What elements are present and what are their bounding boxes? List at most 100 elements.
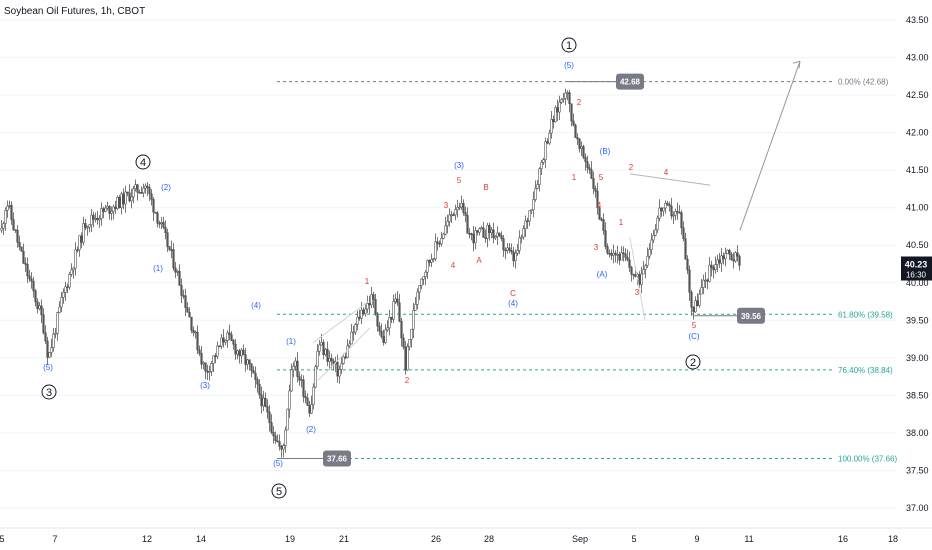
candle-body	[724, 253, 727, 260]
candle-body	[372, 294, 375, 300]
wave-label-blue: (3)	[200, 381, 210, 390]
candle-body	[228, 332, 231, 335]
candle-body	[434, 241, 437, 260]
candle-body	[80, 235, 83, 243]
candle-body	[674, 210, 677, 216]
candle-body	[482, 227, 485, 238]
wave-label-red: 2	[405, 376, 410, 385]
price-tick-label: 40.00	[906, 278, 929, 288]
candle-body	[94, 217, 97, 220]
candle-body	[252, 370, 255, 374]
candle-body	[220, 337, 223, 347]
candle-body	[148, 187, 151, 195]
candle-body	[284, 429, 287, 446]
candle-body	[106, 205, 109, 209]
candle-body	[616, 254, 619, 256]
chart-title: Soybean Oil Futures, 1h, CBOT	[4, 6, 146, 17]
candle-body	[466, 215, 469, 234]
wave-label-blue: (A)	[597, 270, 608, 279]
wave-circle	[135, 154, 151, 170]
candle-body	[218, 345, 221, 348]
candle-body	[656, 217, 659, 231]
candle-body	[130, 196, 133, 202]
candle-body	[22, 250, 25, 264]
candle-body	[70, 269, 73, 275]
wave-circle	[41, 384, 57, 400]
candle-body	[426, 260, 429, 273]
candle-body	[28, 275, 31, 280]
candle-body	[322, 341, 325, 355]
price-box-label: 42.68	[620, 78, 641, 87]
candle-body	[168, 246, 171, 250]
candle-body	[382, 336, 385, 343]
candle-body	[448, 214, 451, 222]
candle-body	[714, 264, 717, 271]
candle-body	[272, 432, 275, 437]
candle-body	[360, 309, 363, 319]
candle-body	[588, 167, 591, 171]
candle-body	[30, 278, 33, 282]
wave-label-red: 4	[451, 261, 456, 270]
candle-body	[560, 99, 563, 103]
candle-body	[398, 302, 401, 322]
candles	[0, 88, 741, 458]
candle-body	[622, 252, 625, 255]
candle-body	[358, 316, 361, 319]
wave-label-red: 1	[572, 173, 577, 182]
candle-body	[48, 352, 51, 358]
candle-body	[296, 360, 299, 377]
last-price-label: 40.23	[905, 260, 928, 270]
candle-body	[738, 255, 741, 266]
candle-body	[512, 251, 515, 262]
price-box-label: 37.66	[327, 454, 348, 463]
candle-body	[538, 168, 541, 185]
candle-body	[508, 247, 511, 251]
candle-body	[50, 347, 53, 353]
candle-body	[146, 185, 149, 188]
candle-body	[490, 229, 493, 233]
wave-circle-label: 1	[566, 40, 572, 52]
candle-body	[700, 287, 703, 295]
candle-body	[412, 310, 415, 330]
candle-body	[626, 257, 629, 261]
candle-body	[304, 396, 307, 399]
candle-body	[216, 345, 219, 357]
candle-body	[554, 107, 557, 123]
candle-body	[52, 333, 55, 348]
candle-body	[502, 238, 505, 251]
candle-body	[232, 340, 235, 345]
candle-body	[76, 249, 79, 252]
wave-label-red: C	[510, 289, 516, 298]
candle-body	[496, 232, 499, 237]
candle-body	[598, 207, 601, 220]
candle-body	[396, 298, 399, 304]
candle-body	[318, 344, 321, 352]
candle-body	[316, 350, 319, 367]
candle-body	[552, 119, 555, 123]
candle-body	[516, 250, 519, 254]
candle-body	[694, 300, 697, 313]
price-tick-label: 43.00	[906, 53, 929, 63]
wave-label-blue: (2)	[161, 183, 171, 192]
candle-body	[6, 205, 9, 211]
candle-body	[716, 259, 719, 265]
candle-body	[338, 369, 341, 377]
candle-body	[268, 411, 271, 423]
candle-body	[442, 233, 445, 239]
candle-body	[44, 332, 47, 342]
candle-body	[594, 188, 597, 192]
candle-body	[32, 281, 35, 292]
candle-body	[202, 362, 205, 365]
candle-body	[174, 267, 177, 273]
candle-body	[522, 228, 525, 238]
candle-body	[310, 404, 313, 414]
candle-body	[400, 320, 403, 339]
candle-body	[132, 188, 135, 198]
candle-body	[54, 332, 57, 335]
candle-body	[712, 267, 715, 271]
candle-body	[486, 224, 489, 239]
candle-body	[336, 361, 339, 377]
price-tick-label: 41.00	[906, 203, 929, 213]
candle-body	[178, 270, 181, 286]
